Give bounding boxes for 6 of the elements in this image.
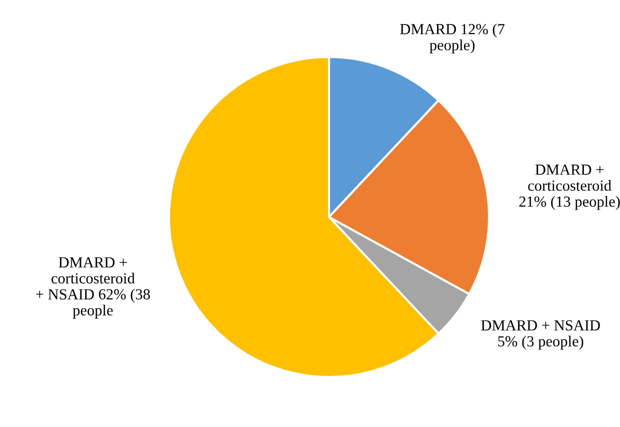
slice-label: DMARD + corticosteroid + NSAID 62% (38 people [36,257,150,319]
data-label: 21% (13 people) [519,196,620,210]
data-label: 5% (3 people) [498,336,584,350]
slice-label: DMARD + corticosteroid [528,164,612,191]
slice-label: DMARD 12% (7 people) [400,24,504,54]
slice-label: DMARD + NSAID [481,320,600,331]
